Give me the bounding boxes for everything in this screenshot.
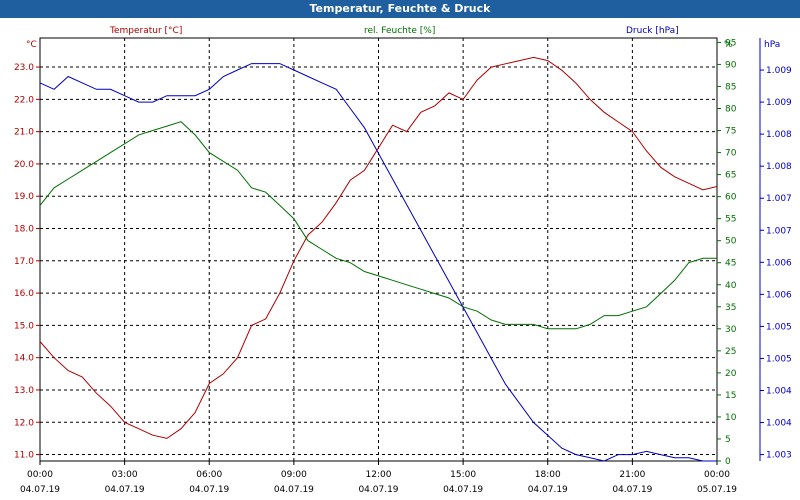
x-tick-label-time: 12:00: [366, 470, 392, 480]
grid: [40, 38, 717, 461]
axis-unit-humidity: %: [724, 40, 733, 50]
x-tick-label-time: 03:00: [112, 470, 138, 480]
humidity-tick-label: 25: [725, 347, 736, 357]
axes-layer: 00:00 04.07.19 03:00 04.07.19 06:00 04.07.19 0…: [14, 38, 792, 495]
humidity-tick-label: 70: [725, 149, 737, 159]
humidity-tick-label: 30: [725, 325, 737, 335]
humidity-tick-label: 65: [725, 171, 736, 181]
pressure-tick-label: 1.009: [766, 98, 792, 108]
temperature-tick-label: 14.0: [14, 354, 34, 364]
window-title: Temperatur, Feuchte & Druck: [0, 0, 800, 18]
series-line-humidity: [39, 121, 717, 330]
x-tick-label-time: 09:00: [281, 470, 307, 480]
humidity-tick-label: 95: [725, 38, 736, 48]
humidity-tick-label: 60: [725, 193, 737, 203]
humidity-tick-label: 45: [725, 259, 736, 269]
x-tick-label-date: 04.07.19: [358, 485, 398, 495]
axis-label-humidity: rel. Feuchte [%]: [364, 26, 435, 36]
pressure-tick-label: 1.004: [766, 387, 792, 397]
humidity-tick-label: 50: [725, 237, 737, 247]
x-tick-label-date: 04.07.19: [443, 485, 483, 495]
x-tick-label-date: 04.07.19: [274, 485, 314, 495]
pressure-tick-label: 1.004: [766, 419, 792, 429]
humidity-tick-label: 35: [725, 303, 736, 313]
pressure-tick-label: 1.006: [766, 290, 792, 300]
x-tick-label-time: 18:00: [535, 470, 561, 480]
humidity-tick-label: 40: [725, 281, 737, 291]
humidity-tick-label: 55: [725, 215, 736, 225]
temperature-tick-label: 21.0: [14, 128, 34, 138]
pressure-tick-label: 1.005: [766, 354, 792, 364]
series-line-temperature: [39, 56, 718, 439]
x-tick-label-date: 04.07.19: [20, 485, 60, 495]
humidity-tick-label: 5: [725, 435, 731, 445]
pressure-tick-label: 1.009: [766, 66, 792, 76]
x-tick-label-time: 06:00: [196, 470, 222, 480]
temperature-tick-label: 13.0: [14, 386, 34, 396]
x-tick-label-time: 21:00: [619, 470, 645, 480]
temperature-tick-label: 16.0: [14, 289, 34, 299]
x-tick-label-date: 04.07.19: [189, 485, 229, 495]
temperature-tick-label: 20.0: [14, 160, 34, 170]
axis-label-pressure: Druck [hPa]: [626, 26, 679, 36]
temperature-tick-label: 23.0: [14, 63, 34, 73]
pressure-tick-label: 1.007: [766, 226, 792, 236]
x-tick-label-date: 04.07.19: [528, 485, 568, 495]
pressure-tick-label: 1.008: [766, 130, 792, 140]
humidity-tick-label: 80: [725, 105, 737, 115]
pressure-tick-label: 1.007: [766, 194, 792, 204]
humidity-tick-label: 90: [725, 60, 737, 70]
temperature-tick-label: 22.0: [14, 95, 34, 105]
humidity-tick-label: 0: [725, 457, 731, 467]
pressure-tick-label: 1.006: [766, 258, 792, 268]
temperature-tick-label: 15.0: [14, 321, 34, 331]
x-tick-label-date: 04.07.19: [105, 485, 145, 495]
temperature-tick-label: 19.0: [14, 192, 34, 202]
humidity-tick-label: 10: [725, 413, 737, 423]
humidity-tick-label: 15: [725, 391, 736, 401]
temperature-tick-label: 18.0: [14, 225, 34, 235]
humidity-tick-label: 75: [725, 127, 736, 137]
pressure-tick-label: 1.005: [766, 322, 792, 332]
temperature-tick-label: 12.0: [14, 418, 34, 428]
x-tick-label-time: 00:00: [27, 470, 53, 480]
pressure-tick-label: 1.008: [766, 162, 792, 172]
humidity-tick-label: 85: [725, 82, 736, 92]
x-tick-label-time: 00:00: [704, 470, 730, 480]
x-tick-label-date: 04.07.19: [612, 485, 652, 495]
humidity-tick-label: 20: [725, 369, 737, 379]
x-tick-label-date: 05.07.19: [697, 485, 737, 495]
axis-label-temperature: Temperatur [°C]: [109, 26, 182, 36]
temperature-tick-label: 17.0: [14, 257, 34, 267]
labels-layer: Temperatur [°C] rel. Feuchte [%] Druck […: [26, 26, 780, 50]
temperature-tick-label: 11.0: [14, 451, 34, 461]
axis-unit-pressure: hPa: [764, 40, 780, 50]
x-tick-label-time: 15:00: [450, 470, 476, 480]
axis-unit-temperature: °C: [26, 40, 37, 50]
series-layer: [39, 56, 718, 462]
pressure-tick-label: 1.003: [766, 451, 792, 461]
series-line-pressure: [39, 63, 717, 462]
